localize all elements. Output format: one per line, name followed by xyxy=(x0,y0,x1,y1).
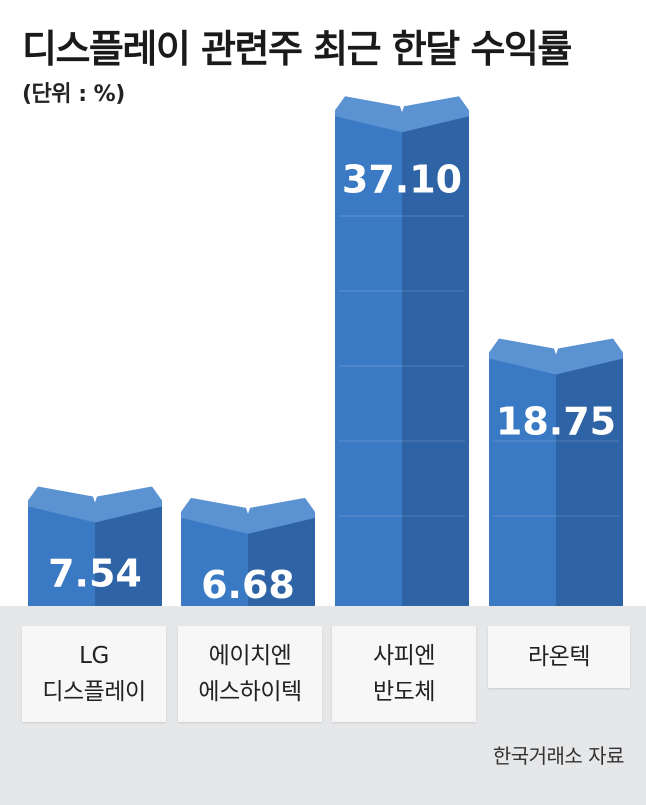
bar-top-cap xyxy=(335,96,469,133)
bar-value-label: 7.54 xyxy=(48,551,142,595)
chart-title: 디스플레이 관련주 최근 한달 수익률 xyxy=(22,27,572,71)
bar-top-cap xyxy=(489,338,623,375)
category-label-lg-display: LG 디스플레이 xyxy=(22,626,166,722)
bar-lg-display: 7.54 xyxy=(28,486,162,606)
bar-value-label: 37.10 xyxy=(342,157,462,201)
bar-value-label: 6.68 xyxy=(201,563,295,607)
category-label-sapien-semi: 사피엔 반도체 xyxy=(332,626,476,722)
unit-label: (단위 : %) xyxy=(22,82,125,107)
bar-front-face xyxy=(28,506,95,606)
bar-raontech: 18.75 xyxy=(489,338,623,606)
bar-side-face xyxy=(402,116,469,606)
bar-sapien-semi: 37.10 xyxy=(335,96,469,606)
bar-front-face xyxy=(181,517,248,606)
bar-side-face xyxy=(556,358,623,606)
bar-top-cap xyxy=(181,497,315,534)
bar-top-cap xyxy=(28,486,162,523)
category-label-hns-hitech: 에이치엔 에스하이텍 xyxy=(178,626,322,722)
bar-value-label: 18.75 xyxy=(496,400,616,444)
bar-side-face xyxy=(248,517,315,606)
bar-hns-hitech: 6.68 xyxy=(181,497,315,607)
category-label-raontech: 라온텍 xyxy=(488,626,630,688)
bar-front-face xyxy=(489,358,556,606)
source-note: 한국거래소 자료 xyxy=(492,744,625,768)
bar-front-face xyxy=(335,116,402,606)
bar-side-face xyxy=(95,506,162,606)
